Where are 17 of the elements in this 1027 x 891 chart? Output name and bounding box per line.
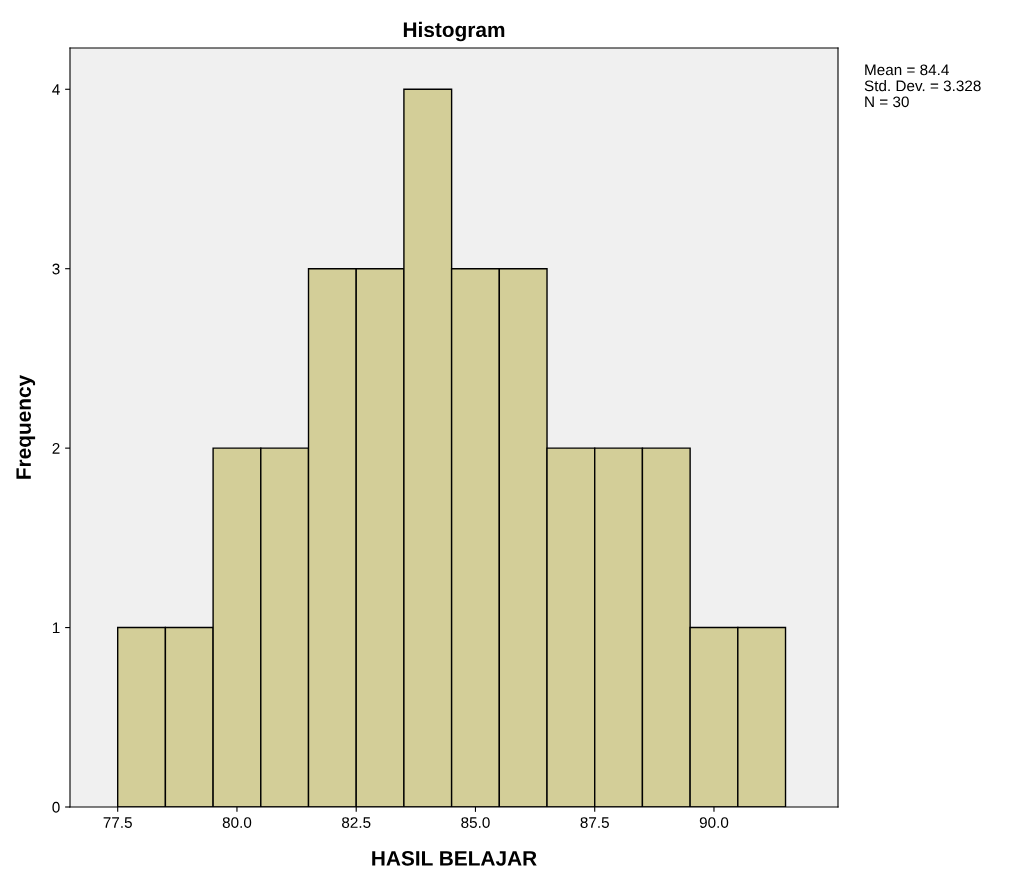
x-tick-label: 87.5 xyxy=(580,817,609,828)
x-tick-label: 90.0 xyxy=(699,817,729,828)
x-tick-label: 82.5 xyxy=(342,817,371,828)
y-tick-label: 4 xyxy=(52,84,60,95)
y-tick-label: 3 xyxy=(52,263,60,275)
y-tick-label: 2 xyxy=(52,443,60,454)
chart-title: Histogram xyxy=(403,21,505,42)
text: N = 30 xyxy=(865,96,909,108)
x-tick-label: 80.0 xyxy=(222,817,252,828)
y-tick-label: 0 xyxy=(52,801,60,813)
x-tick-label: 77.5 xyxy=(103,817,132,828)
text: Mean = 84.4 xyxy=(865,64,949,76)
x-axis-title: HASIL BELAJAR xyxy=(372,850,537,866)
x-tick-label: 85.0 xyxy=(461,817,490,828)
y-axis-title: Frequency xyxy=(16,374,36,479)
text: Std. Dev. = 3.328 xyxy=(864,80,981,92)
y-tick-label: 1 xyxy=(52,622,60,634)
